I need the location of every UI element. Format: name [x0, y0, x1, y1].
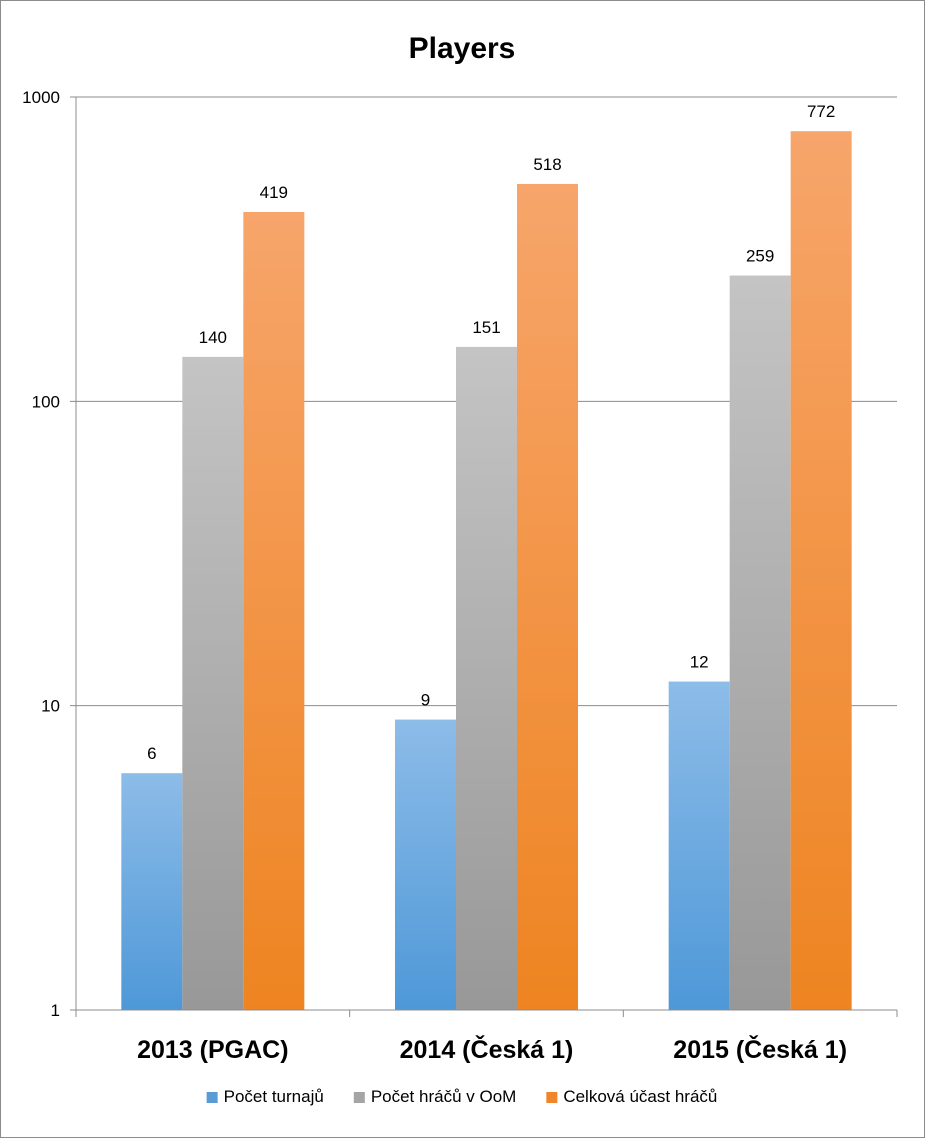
legend-label: Počet hráčů v OoM	[371, 1087, 517, 1106]
data-label: 9	[421, 691, 430, 710]
y-tick-label: 1	[51, 1001, 60, 1020]
bars	[121, 131, 852, 1011]
data-label: 6	[147, 744, 156, 763]
bar-1-1	[121, 773, 183, 1010]
data-label: 419	[260, 183, 288, 202]
data-label: 151	[472, 318, 500, 337]
y-axis: 1 10 100 1000	[22, 88, 77, 1020]
bar-3-2	[517, 183, 578, 1011]
chart-title: Players	[409, 32, 516, 65]
legend-swatch	[206, 1092, 218, 1103]
legend: Počet turnajů Počet hráčů v OoM Celková úč…	[206, 1087, 717, 1106]
legend-label: Počet turnajů	[224, 1087, 324, 1106]
data-label: 772	[807, 102, 835, 121]
bar-3-3	[790, 131, 852, 1011]
x-category-label: 2013 (PGAC)	[137, 1036, 288, 1064]
data-label: 518	[533, 155, 561, 174]
bar-1-2	[395, 719, 456, 1010]
x-category-label: 2014 (Česká 1)	[400, 1034, 574, 1064]
legend-swatch	[353, 1092, 365, 1103]
bar-2-2	[456, 346, 517, 1010]
data-labels: 6 140 419 9 151 518 12 259 772	[147, 102, 835, 763]
data-label: 259	[746, 247, 774, 266]
bar-2-3	[729, 275, 791, 1010]
x-axis: 2013 (PGAC) 2014 (Česká 1) 2015 (Česká 1)	[75, 1009, 898, 1064]
legend-swatch	[546, 1092, 558, 1103]
data-label: 12	[690, 653, 709, 672]
bar-3-1	[243, 211, 305, 1010]
y-tick-label: 1000	[22, 88, 60, 107]
bar-1-3	[668, 681, 730, 1010]
legend-label: Celková účast hráčů	[563, 1087, 717, 1106]
y-tick-label: 100	[32, 392, 60, 411]
x-category-label: 2015 (Česká 1)	[673, 1034, 847, 1064]
bar-2-1	[182, 356, 244, 1010]
y-tick-label: 10	[41, 697, 60, 716]
data-label: 140	[199, 328, 227, 347]
